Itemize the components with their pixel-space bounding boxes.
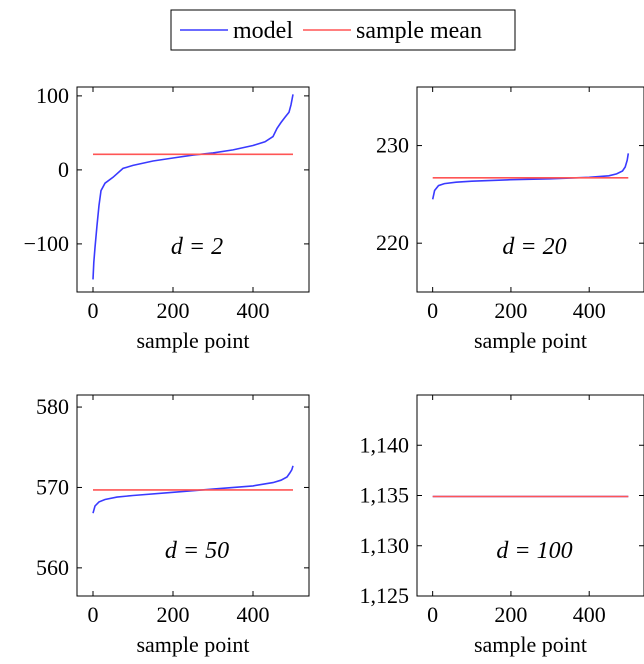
x-tick-label: 0: [427, 298, 438, 323]
x-tick-label: 200: [494, 602, 527, 627]
series-model-line: [431, 153, 630, 200]
y-tick-label: 100: [36, 83, 69, 108]
legend-label-model: model: [233, 18, 293, 44]
chart-panel-2: 0 200 400 220 230 sample point d = 20: [376, 86, 644, 353]
x-tick-label: 0: [427, 602, 438, 627]
x-tick-label: 200: [157, 298, 190, 323]
annotation-label: d = 20: [502, 234, 566, 260]
y-tick-label: 580: [36, 394, 69, 419]
annotation-label: d = 100: [496, 538, 572, 564]
x-tick-label: 200: [157, 602, 190, 627]
y-tick-label: 1,130: [360, 533, 410, 558]
x-tick-label: 0: [88, 298, 99, 323]
legend: model sample mean: [170, 9, 516, 51]
x-tick-label: 400: [573, 298, 606, 323]
y-tick-label: 560: [36, 555, 69, 580]
plot-frame: [76, 86, 310, 293]
x-tick-label: 400: [237, 602, 270, 627]
plot-frame: [416, 394, 644, 597]
y-tick-label: 1,140: [360, 432, 410, 457]
chart-panel-1: 0 200 400 −100 0 100 sample point d = 2: [24, 83, 310, 353]
x-axis-label: sample point: [474, 328, 587, 353]
chart-panel-4: 0 200 400 1,125 1,130 1,135 1,140 sample point d…: [360, 394, 644, 657]
legend-label-sample-mean: sample mean: [356, 18, 482, 44]
x-tick-label: 400: [573, 602, 606, 627]
x-tick-label: 0: [88, 602, 99, 627]
annotation-label: d = 2: [171, 234, 223, 260]
series-model-line: [92, 94, 294, 280]
x-tick-label: 400: [237, 298, 270, 323]
y-tick-label: 570: [36, 474, 69, 499]
y-tick-label: 1,135: [360, 483, 410, 508]
y-tick-label: 220: [376, 230, 409, 255]
chart-panel-3: 0 200 400 560 570 580 sample point d = 50: [36, 394, 310, 657]
x-axis-label: sample point: [474, 632, 587, 657]
x-axis-label: sample point: [136, 632, 249, 657]
x-tick-label: 200: [494, 298, 527, 323]
plot-frame: [416, 86, 644, 293]
y-tick-label: 1,125: [360, 583, 410, 608]
plot-frame: [76, 394, 310, 597]
annotation-label: d = 50: [165, 538, 229, 564]
y-tick-label: −100: [24, 231, 69, 256]
x-axis-label: sample point: [136, 328, 249, 353]
y-tick-label: 0: [58, 157, 69, 182]
y-tick-label: 230: [376, 133, 409, 158]
